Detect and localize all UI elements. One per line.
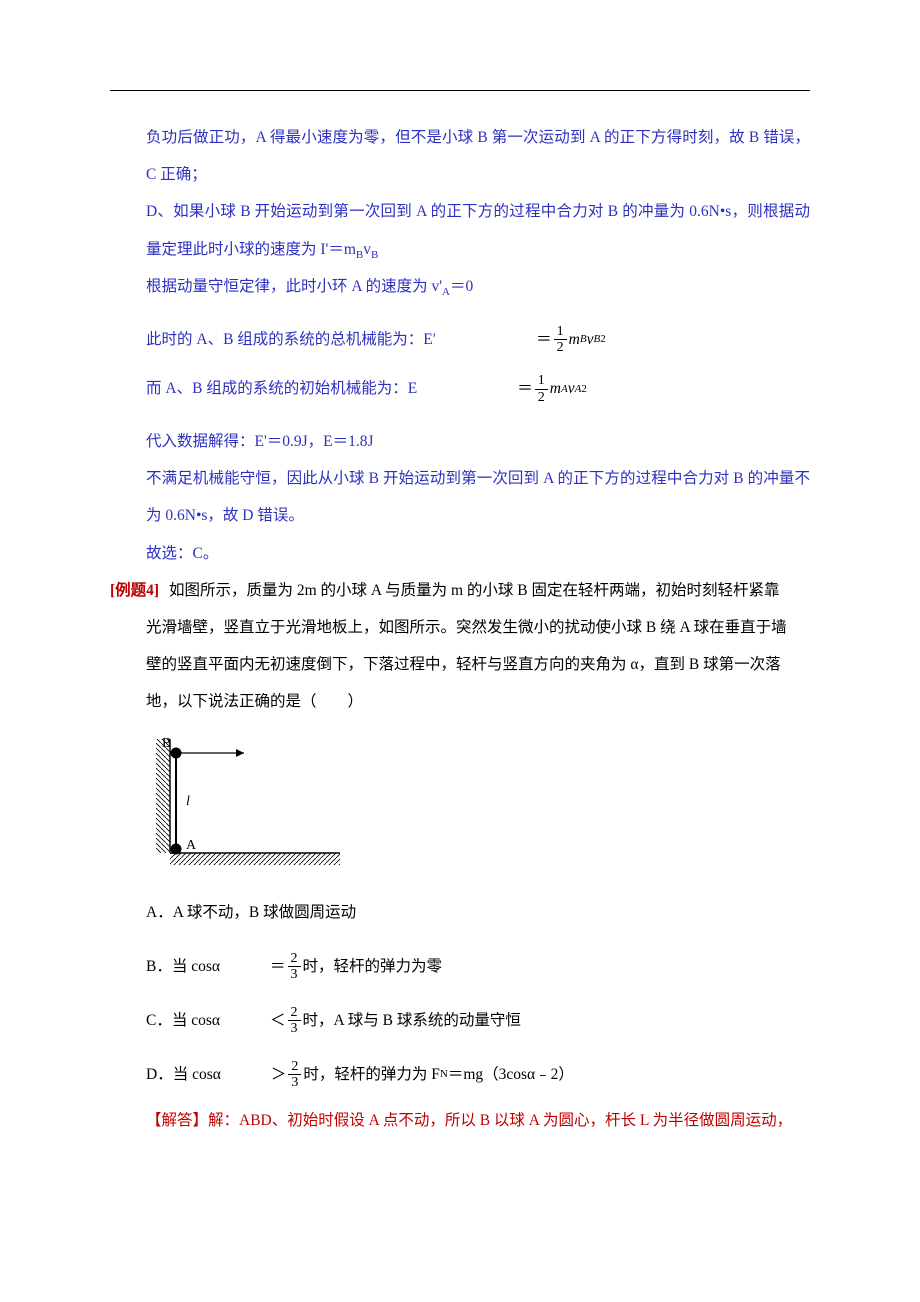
eq: ＝: [270, 948, 286, 985]
example-label: [例题4]: [110, 582, 159, 599]
page-top-rule: [110, 90, 810, 91]
sol-prev-6: 代入数据解得：E'＝0.9J，E＝1.8J: [146, 423, 810, 460]
sub: N: [440, 1061, 448, 1087]
stem-l3: 壁的竖直平面内无初速度倒下，下落过程中，轻杆与竖直方向的夹角为 α，直到 B 球…: [146, 646, 810, 683]
opt-c-math: ＜ 2 3: [270, 1002, 303, 1039]
sol-label: 【解答】: [146, 1112, 208, 1129]
diagram-rod-wall: B l A: [146, 733, 346, 873]
den: 3: [288, 1021, 301, 1036]
sol-prev-4-lead: 此时的 A、B 组成的系统的总机械能为：E′: [146, 332, 436, 348]
sol-prev-1: 负功后做正功，A 得最小速度为零，但不是小球 B 第一次运动到 A 的正下方得时…: [146, 119, 810, 193]
frac: 2 3: [288, 951, 301, 983]
sol-prev-7: 不满足机械能守恒，因此从小球 B 开始运动到第一次回到 A 的正下方的过程中合力…: [146, 460, 810, 534]
opt-d-a: D．当 cosα: [146, 1056, 221, 1093]
sup: 2: [581, 384, 587, 395]
floor-hatch: [170, 853, 340, 865]
eq: ＝: [536, 332, 552, 348]
lt: ＜: [270, 1002, 286, 1039]
sub: A: [561, 384, 568, 395]
opt-b-math: ＝ 2 3: [270, 948, 303, 985]
den: 3: [288, 967, 301, 982]
sol-prev-3a: 根据动量守恒定律，此时小环 A 的速度为 v': [146, 278, 442, 295]
v: v: [587, 332, 594, 348]
opt-b-a: B．当 cosα: [146, 948, 220, 985]
opt-c-a: C．当 cosα: [146, 1002, 220, 1039]
stem-first: 如图所示，质量为 2m 的小球 A 与质量为 m 的小球 B 固定在轻杆两端，初…: [169, 582, 780, 599]
sup: 2: [600, 334, 606, 345]
label-l: l: [186, 794, 190, 809]
opt-a: A．A 球不动，B 球做圆周运动: [146, 886, 810, 940]
num: 2: [288, 951, 301, 967]
frac: 2 3: [288, 1005, 301, 1037]
stem-l2: 光滑墙壁，竖直立于光滑地板上，如图所示。突然发生微小的扰动使小球 B 绕 A 球…: [146, 609, 810, 646]
sub: A: [442, 286, 450, 298]
opt-d: D．当 cosα ＞ 2 3 时，轻杆的弹力为 FN＝mg（3cosα﹣2）: [146, 1048, 810, 1102]
sol-prev-2a: D、如果小球 B 开始运动到第一次回到 A 的正下方的过程中合力对 B 的冲量为…: [146, 203, 810, 257]
label-b: B: [162, 736, 171, 751]
sol-prev-2v: v: [363, 241, 371, 258]
arrow-head-icon: [236, 749, 244, 757]
opt-d-c: ＝mg（3cosα﹣2）: [448, 1056, 574, 1093]
frac: 1 2: [554, 324, 567, 356]
v: v: [568, 381, 575, 397]
sol-prev-3: 根据动量守恒定律，此时小环 A 的速度为 v'A＝0: [146, 268, 810, 305]
formula: ＝ 1 2 mB vB2: [536, 324, 606, 356]
sol-prev-5-lead: 而 A、B 组成的系统的初始机械能为：E: [146, 381, 417, 397]
m: m: [550, 381, 561, 397]
sub: B: [371, 249, 378, 261]
stem-l4: 地，以下说法正确的是（ ）: [146, 683, 810, 720]
sub: A: [575, 384, 582, 395]
num: 1: [535, 373, 548, 389]
sol-l1: 解：ABD、初始时假设 A 点不动，所以 B 以球 A 为圆心，杆长 L 为半径…: [208, 1112, 792, 1129]
opt-d-math: ＞ 2 3: [271, 1056, 304, 1093]
eq: ＝: [517, 381, 533, 397]
opt-c-b: 时，A 球与 B 球系统的动量守恒: [303, 1002, 521, 1039]
m: m: [569, 332, 580, 348]
num: 2: [288, 1059, 301, 1075]
opt-b: B．当 cosα ＝ 2 3 时，轻杆的弹力为零: [146, 940, 810, 994]
sol-prev-4: 此时的 A、B 组成的系统的总机械能为：E′ ＝ 1 2 mB vB2: [146, 324, 810, 356]
label-a: A: [186, 838, 197, 853]
ex4-solution: 【解答】解：ABD、初始时假设 A 点不动，所以 B 以球 A 为圆心，杆长 L…: [146, 1102, 810, 1139]
example-4: [例题4] 如图所示，质量为 2m 的小球 A 与质量为 m 的小球 B 固定在…: [110, 572, 810, 721]
frac: 1 2: [535, 373, 548, 405]
ball-a: [171, 843, 182, 854]
num: 1: [554, 324, 567, 340]
opt-c: C．当 cosα ＜ 2 3 时，A 球与 B 球系统的动量守恒: [146, 994, 810, 1048]
sol-prev-5: 而 A、B 组成的系统的初始机械能为：E ＝ 1 2 mA vA2: [146, 373, 810, 405]
sub: B: [580, 334, 587, 345]
sol-prev-2: D、如果小球 B 开始运动到第一次回到 A 的正下方的过程中合力对 B 的冲量为…: [146, 193, 810, 268]
formula: ＝ 1 2 mA vA2: [517, 373, 587, 405]
ball-b: [171, 747, 182, 758]
den: 3: [288, 1075, 301, 1090]
sol-prev-8: 故选：C。: [146, 535, 810, 572]
frac: 2 3: [288, 1059, 301, 1091]
den: 2: [554, 340, 567, 355]
den: 2: [535, 390, 548, 405]
sub: B: [594, 334, 601, 345]
gt: ＞: [271, 1056, 287, 1093]
opt-d-b: 时，轻杆的弹力为 F: [303, 1056, 440, 1093]
opt-b-b: 时，轻杆的弹力为零: [303, 948, 443, 985]
wall-hatch: [156, 739, 170, 853]
num: 2: [288, 1005, 301, 1021]
sol-prev-3b: ＝0: [450, 278, 473, 295]
